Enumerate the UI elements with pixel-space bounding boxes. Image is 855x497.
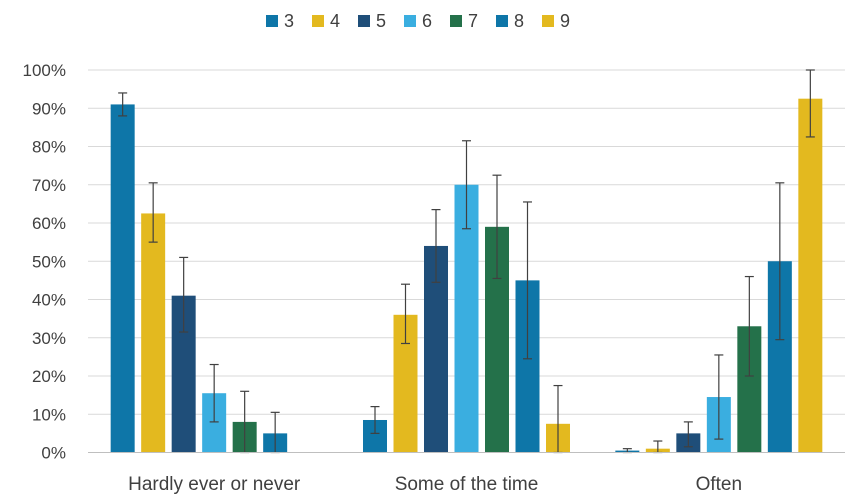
legend-swatch <box>358 15 370 27</box>
y-tick-label: 100% <box>23 61 66 80</box>
y-tick-label: 30% <box>32 329 66 348</box>
legend-swatch <box>266 15 278 27</box>
x-tick-label: Hardly ever or never <box>128 474 301 495</box>
legend-label: 7 <box>468 11 478 31</box>
y-tick-label: 70% <box>32 176 66 195</box>
legend-swatch <box>312 15 324 27</box>
legend-label: 4 <box>330 11 340 31</box>
y-tick-label: 80% <box>32 138 66 157</box>
y-axis: 0% 10% 20% 30% 40% 50% 60% 70% 80% 90% 100% <box>23 61 66 463</box>
legend-label: 8 <box>514 11 524 31</box>
y-tick-label: 90% <box>32 99 66 118</box>
x-axis: Hardly ever or never Some of the time Ofte… <box>88 452 845 495</box>
legend-label: 9 <box>560 11 570 31</box>
bar-9 <box>798 98 823 453</box>
legend-label: 6 <box>422 11 432 31</box>
bars <box>110 98 823 453</box>
bar-3 <box>110 104 135 453</box>
legend-swatch <box>404 15 416 27</box>
y-tick-label: 20% <box>32 367 66 386</box>
legend-label: 5 <box>376 11 386 31</box>
bar-4 <box>141 213 166 453</box>
legend-swatch <box>450 15 462 27</box>
y-tick-label: 50% <box>32 252 66 271</box>
legend: 3 4 5 6 7 8 9 <box>266 11 570 31</box>
bar-6 <box>454 184 479 453</box>
legend-label: 3 <box>284 11 294 31</box>
legend-swatch <box>496 15 508 27</box>
y-tick-label: 10% <box>32 405 66 424</box>
x-tick-label: Often <box>696 474 742 495</box>
y-tick-label: 40% <box>32 291 66 310</box>
x-tick-label: Some of the time <box>395 474 539 495</box>
legend-swatch <box>542 15 554 27</box>
y-tick-label: 0% <box>41 444 66 463</box>
error-bars <box>118 69 815 454</box>
y-tick-label: 60% <box>32 214 66 233</box>
